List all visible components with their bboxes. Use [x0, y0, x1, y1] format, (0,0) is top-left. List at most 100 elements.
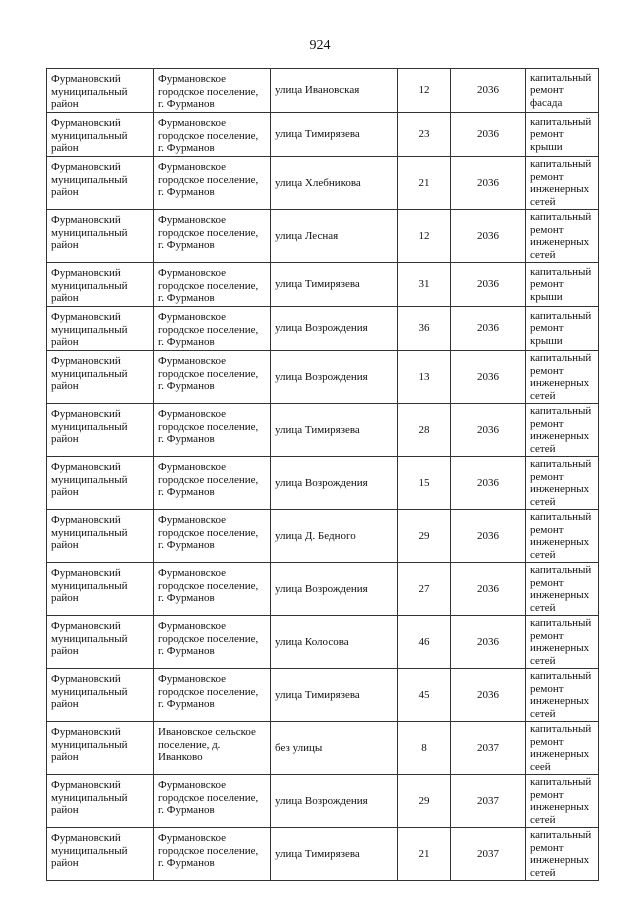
district-cell: Фурмановский муниципальный район	[46, 156, 154, 210]
work-type-cell: капитальный ремонт инженерных сетей	[525, 209, 599, 263]
settlement-cell: Фурмановское городское поселение, г. Фур…	[153, 112, 271, 157]
district-cell: Фурмановский муниципальный район	[46, 774, 154, 828]
district-cell: Фурмановский муниципальный район	[46, 112, 154, 157]
house-number-cell: 12	[397, 68, 451, 113]
house-number-cell: 29	[397, 774, 451, 828]
district-cell: Фурмановский муниципальный район	[46, 827, 154, 881]
work-type-cell: капитальный ремонт инженерных сетей	[525, 156, 599, 210]
table-row: Фурмановский муниципальный район Фурманов…	[46, 403, 599, 457]
settlement-cell: Фурмановское городское поселение, г. Фур…	[153, 68, 271, 113]
street-cell: улица Возрождения	[270, 562, 398, 616]
house-number-cell: 21	[397, 156, 451, 210]
work-type-cell: капитальный ремонт фасада	[525, 68, 599, 113]
year-cell: 2036	[450, 615, 526, 669]
year-cell: 2036	[450, 112, 526, 157]
year-cell: 2036	[450, 262, 526, 307]
work-type-cell: капитальный ремонт инженерных сетей	[525, 827, 599, 881]
street-cell: улица Ивановская	[270, 68, 398, 113]
street-cell: улица Возрождения	[270, 774, 398, 828]
year-cell: 2036	[450, 306, 526, 351]
year-cell: 2036	[450, 668, 526, 722]
settlement-cell: Фурмановское городское поселение, г. Фур…	[153, 156, 271, 210]
table-row: Фурмановский муниципальный район Фурманов…	[46, 262, 599, 307]
year-cell: 2036	[450, 209, 526, 263]
year-cell: 2036	[450, 68, 526, 113]
street-cell: улица Тимирязева	[270, 668, 398, 722]
table-row: Фурмановский муниципальный район Фурманов…	[46, 306, 599, 351]
settlement-cell: Фурмановское городское поселение, г. Фур…	[153, 262, 271, 307]
street-cell: улица Тимирязева	[270, 262, 398, 307]
street-cell: улица Лесная	[270, 209, 398, 263]
district-cell: Фурмановский муниципальный район	[46, 306, 154, 351]
settlement-cell: Фурмановское городское поселение, г. Фур…	[153, 562, 271, 616]
table-row: Фурмановский муниципальный район Фурманов…	[46, 68, 599, 113]
district-cell: Фурмановский муниципальный район	[46, 403, 154, 457]
year-cell: 2036	[450, 562, 526, 616]
house-number-cell: 31	[397, 262, 451, 307]
settlement-cell: Фурмановское городское поселение, г. Фур…	[153, 827, 271, 881]
house-number-cell: 12	[397, 209, 451, 263]
year-cell: 2036	[450, 156, 526, 210]
district-cell: Фурмановский муниципальный район	[46, 721, 154, 775]
table-row: Фурмановский муниципальный район Фурманов…	[46, 774, 599, 828]
district-cell: Фурмановский муниципальный район	[46, 68, 154, 113]
work-type-cell: капитальный ремонт инженерных сетей	[525, 615, 599, 669]
house-number-cell: 46	[397, 615, 451, 669]
work-type-cell: капитальный ремонт инженерных сеей	[525, 721, 599, 775]
year-cell: 2036	[450, 350, 526, 404]
work-type-cell: капитальный ремонт крыши	[525, 112, 599, 157]
district-cell: Фурмановский муниципальный район	[46, 509, 154, 563]
work-type-cell: капитальный ремонт крыши	[525, 306, 599, 351]
house-number-cell: 15	[397, 456, 451, 510]
street-cell: улица Возрождения	[270, 306, 398, 351]
house-number-cell: 21	[397, 827, 451, 881]
settlement-cell: Фурмановское городское поселение, г. Фур…	[153, 350, 271, 404]
district-cell: Фурмановский муниципальный район	[46, 350, 154, 404]
house-number-cell: 36	[397, 306, 451, 351]
work-type-cell: капитальный ремонт инженерных сетей	[525, 562, 599, 616]
district-cell: Фурмановский муниципальный район	[46, 209, 154, 263]
work-type-cell: капитальный ремонт инженерных сетей	[525, 456, 599, 510]
district-cell: Фурмановский муниципальный район	[46, 615, 154, 669]
district-cell: Фурмановский муниципальный район	[46, 262, 154, 307]
year-cell: 2037	[450, 721, 526, 775]
street-cell: улица Тимирязева	[270, 827, 398, 881]
street-cell: без улицы	[270, 721, 398, 775]
table-row: Фурмановский муниципальный район Фурманов…	[46, 456, 599, 510]
settlement-cell: Фурмановское городское поселение, г. Фур…	[153, 668, 271, 722]
house-number-cell: 8	[397, 721, 451, 775]
year-cell: 2036	[450, 403, 526, 457]
page-number: 924	[309, 38, 331, 53]
street-cell: улица Возрождения	[270, 456, 398, 510]
house-number-cell: 29	[397, 509, 451, 563]
work-type-cell: капитальный ремонт инженерных сетей	[525, 668, 599, 722]
work-type-cell: капитальный ремонт инженерных сетей	[525, 774, 599, 828]
house-number-cell: 27	[397, 562, 451, 616]
table-row: Фурмановский муниципальный район Фурманов…	[46, 112, 599, 157]
district-cell: Фурмановский муниципальный район	[46, 668, 154, 722]
street-cell: улица Колосова	[270, 615, 398, 669]
district-cell: Фурмановский муниципальный район	[46, 456, 154, 510]
settlement-cell: Фурмановское городское поселение, г. Фур…	[153, 456, 271, 510]
repair-schedule-table: Фурмановский муниципальный район Фурманов…	[46, 68, 599, 881]
house-number-cell: 13	[397, 350, 451, 404]
house-number-cell: 28	[397, 403, 451, 457]
work-type-cell: капитальный ремонт крыши	[525, 262, 599, 307]
year-cell: 2037	[450, 774, 526, 828]
street-cell: улица Хлебникова	[270, 156, 398, 210]
settlement-cell: Фурмановское городское поселение, г. Фур…	[153, 403, 271, 457]
settlement-cell: Фурмановское городское поселение, г. Фур…	[153, 615, 271, 669]
work-type-cell: капитальный ремонт инженерных сетей	[525, 509, 599, 563]
house-number-cell: 23	[397, 112, 451, 157]
street-cell: улица Тимирязева	[270, 112, 398, 157]
settlement-cell: Ивановское сельское поселение, д. Иванко…	[153, 721, 271, 775]
table-row: Фурмановский муниципальный район Фурманов…	[46, 615, 599, 669]
table-row: Фурмановский муниципальный район Ивановск…	[46, 721, 599, 775]
district-cell: Фурмановский муниципальный район	[46, 562, 154, 616]
table-row: Фурмановский муниципальный район Фурманов…	[46, 156, 599, 210]
work-type-cell: капитальный ремонт инженерных сетей	[525, 350, 599, 404]
house-number-cell: 45	[397, 668, 451, 722]
table-row: Фурмановский муниципальный район Фурманов…	[46, 827, 599, 881]
table-row: Фурмановский муниципальный район Фурманов…	[46, 668, 599, 722]
settlement-cell: Фурмановское городское поселение, г. Фур…	[153, 509, 271, 563]
